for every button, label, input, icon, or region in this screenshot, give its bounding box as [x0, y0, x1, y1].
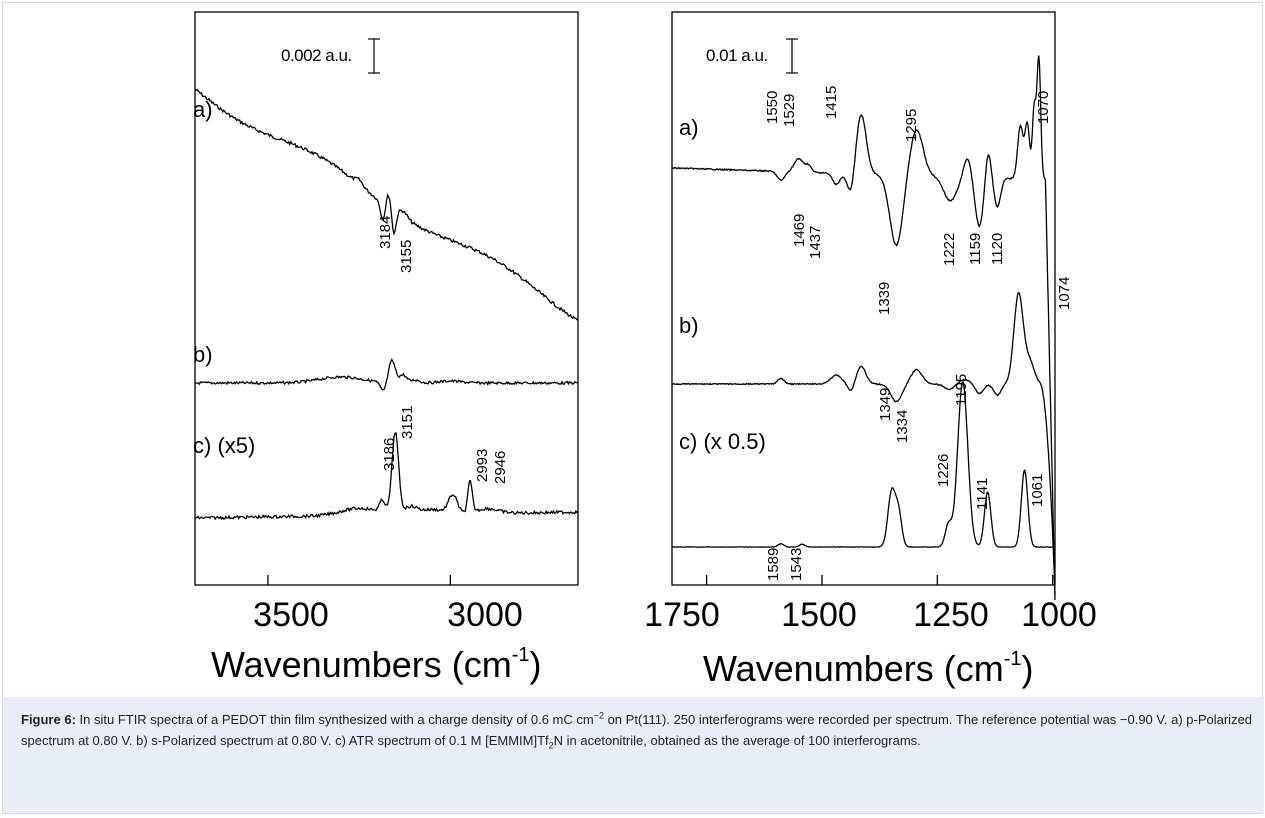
right-scale-bar: [786, 38, 798, 74]
left-tick-label-1: 3000: [447, 596, 523, 634]
peak-label-1159: 1159: [967, 233, 984, 265]
right-tick-label-3: 1000: [1021, 596, 1097, 634]
peak-label-1070: 1070: [1035, 91, 1052, 124]
peak-label-2946: 2946: [492, 451, 509, 484]
peak-label-1226: 1226: [935, 454, 952, 487]
right-spectrum-a-line: [671, 55, 1056, 601]
right-scale-bar-label: 0.01 a.u.: [706, 46, 768, 65]
left-series-label-a: a): [193, 97, 213, 122]
peak-label-3186: 3186: [381, 438, 398, 471]
caption-label: Figure 6:: [21, 712, 76, 727]
right-peak-annotations: 1550 1529 1415 1295 1070 1469 1437 1222 …: [764, 86, 1073, 581]
peak-label-3184: 3184: [377, 216, 394, 249]
left-scale-bar: [368, 38, 380, 74]
left-panel: 3500 3000 Wavenumbers (cm-1) 0.002 a.u. …: [193, 11, 579, 685]
spectra-plots: 3500 3000 Wavenumbers (cm-1) 0.002 a.u. …: [193, 11, 1097, 689]
peak-label-1349: 1349: [877, 388, 894, 421]
left-scale-bar-label: 0.002 a.u.: [281, 46, 352, 65]
peak-label-1222: 1222: [941, 233, 958, 266]
right-x-axis-label: Wavenumbers (cm-1): [703, 648, 1034, 689]
peak-label-1195: 1195: [953, 374, 970, 406]
peak-label-3151: 3151: [399, 406, 416, 439]
left-spectrum-a-line: [194, 88, 579, 321]
caption-sup: −2: [593, 710, 604, 721]
peak-label-1550: 1550: [764, 91, 781, 124]
left-peak-annotations: 3184 3155 3151 3186 2993 2946: [377, 216, 509, 484]
left-spectrum-c-line: [194, 432, 579, 521]
left-x-axis-label: Wavenumbers (cm-1): [211, 644, 542, 685]
right-series-label-a: a): [679, 115, 699, 140]
peak-label-1074: 1074: [1056, 277, 1073, 310]
peak-label-1589: 1589: [765, 548, 782, 581]
peak-label-1529: 1529: [781, 94, 798, 127]
left-spectrum-b-line: [194, 358, 579, 391]
right-tick-label-0: 1750: [644, 596, 720, 634]
peak-label-1120: 1120: [989, 233, 1006, 265]
peak-label-1061: 1061: [1029, 474, 1046, 507]
caption-text-2: on Pt(111). 250 interferograms were reco…: [21, 712, 1253, 748]
peak-label-1339: 1339: [876, 282, 893, 315]
right-tick-label-2: 1250: [913, 596, 989, 634]
left-series-label-c: c) (x5): [193, 433, 255, 458]
right-tick-label-1: 1500: [781, 596, 857, 634]
left-tick-label-0: 3500: [253, 596, 329, 634]
peak-label-1415: 1415: [823, 86, 840, 119]
right-x-ticks: [705, 575, 1054, 585]
caption-sub: 2: [548, 740, 554, 751]
peak-label-3155: 3155: [398, 240, 415, 273]
caption-text-3: N in acetonitrile, obtained as the avera…: [553, 733, 921, 748]
peak-label-1141: 1141: [974, 478, 991, 510]
right-spectrum-c-line: [671, 380, 1056, 548]
peak-label-2993: 2993: [474, 449, 491, 482]
left-plot-frame: [194, 11, 579, 586]
right-series-label-b: b): [679, 313, 699, 338]
peak-label-1469: 1469: [791, 214, 808, 247]
right-series-label-c: c) (x 0.5): [679, 429, 766, 454]
figure-caption: Figure 6: In situ FTIR spectra of a PEDO…: [3, 697, 1264, 813]
peak-label-1543: 1543: [788, 548, 805, 581]
caption-text-1: In situ FTIR spectra of a PEDOT thin fil…: [75, 712, 594, 727]
peak-label-1334: 1334: [894, 410, 911, 443]
peak-label-1437: 1437: [807, 226, 824, 259]
peak-label-1295: 1295: [903, 109, 920, 142]
right-panel: 1750 1500 1250 1000 Wavenumbers (cm-1) 0…: [644, 11, 1097, 689]
left-x-ticks: [267, 575, 451, 585]
right-spectrum-b-line: [671, 291, 1056, 595]
left-series-label-b: b): [193, 342, 213, 367]
right-plot-frame: [671, 11, 1056, 586]
